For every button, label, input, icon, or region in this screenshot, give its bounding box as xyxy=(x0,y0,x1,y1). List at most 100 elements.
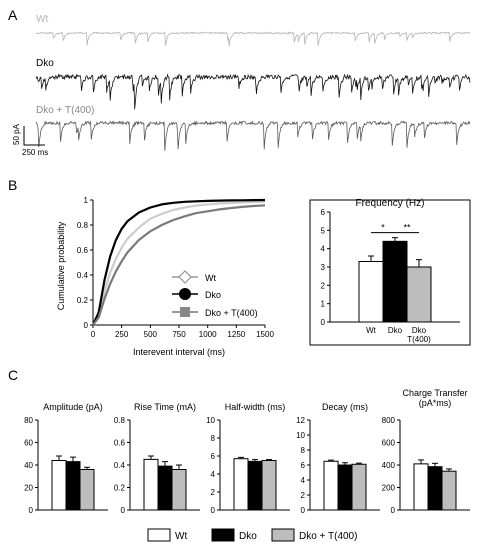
trace-label-t400: Dko + T(400) xyxy=(36,105,94,116)
bar-y-tick-label-5: 6 xyxy=(301,461,306,470)
bar-y-tick-label-4: 4 xyxy=(211,470,216,479)
bar-y-tick-label-6: 400 xyxy=(382,461,396,470)
cum-x-tick-label: 1000 xyxy=(199,330,217,339)
bar-y-tick-label-5: 2 xyxy=(301,491,306,500)
significance-label: * xyxy=(381,223,385,233)
bar-y-tick-label-1: 6 xyxy=(321,208,326,217)
bar-2-0 xyxy=(51,460,67,511)
legend-label: Wt xyxy=(175,531,187,542)
bar-6-0 xyxy=(413,463,429,511)
trace-line-1 xyxy=(35,73,471,110)
bar-5-2 xyxy=(351,463,367,511)
bar-y-tick-label-6: 600 xyxy=(382,439,396,448)
cum-ylabel: Cumulative probability xyxy=(56,221,66,310)
bar-y-tick-label-2: 80 xyxy=(24,416,33,425)
bar-y-tick-label-4: 0 xyxy=(211,506,216,515)
bar-y-tick-label-6: 0 xyxy=(391,506,396,515)
cum-x-tick-label: 500 xyxy=(144,330,158,339)
bottom-legend: Wt Dko Dko + T(400) xyxy=(147,528,357,542)
bar-2-1 xyxy=(65,461,81,511)
bar-y-tick-label-1: 0 xyxy=(321,318,326,327)
cumulative-chart: Cumulative probability Interevent interv… xyxy=(56,196,274,357)
bar-4-2 xyxy=(261,460,277,511)
bar-y-tick-label-1: 5 xyxy=(321,226,326,235)
cum-x-tick-label: 750 xyxy=(172,330,186,339)
scale-bar-amplitude-label: 50 pA xyxy=(12,123,21,145)
panel-b-label: B xyxy=(8,177,17,193)
bar-y-tick-label-1: 1 xyxy=(321,300,326,309)
trace-group xyxy=(35,31,471,151)
cum-legend-marker-circle xyxy=(179,288,191,300)
bar-y-tick-label-2: 40 xyxy=(24,461,33,470)
cum-legend-marker-diamond xyxy=(178,270,192,284)
bar-y-tick-label-3: 0.2 xyxy=(114,484,126,493)
bar-category-label: Dko xyxy=(388,326,403,335)
bar-y-tick-label-1: 4 xyxy=(321,245,326,254)
kinetics-chart-0: Amplitude (pA) 0 20 40 60 80 xyxy=(24,402,108,515)
kinetics-title: Amplitude (pA) xyxy=(43,402,103,412)
bar-4-0 xyxy=(233,458,249,511)
cum-y-tick-label: 0.2 xyxy=(77,296,89,305)
legend-swatch-2 xyxy=(271,528,295,542)
bar-y-tick-label-5: 8 xyxy=(301,446,306,455)
bar-y-tick-label-4: 2 xyxy=(211,488,216,497)
cum-legend: Wt Dko Dko + T(400) xyxy=(172,270,258,318)
kinetics-chart-1: Rise Time (mA) 0 0.2 0.4 0.6 0.8 xyxy=(114,402,200,515)
panel-a-label: A xyxy=(8,7,18,23)
legend-swatch-0 xyxy=(147,528,171,542)
legend-label: Dko + T(400) xyxy=(299,531,357,542)
cum-x-tick-label: 250 xyxy=(115,330,129,339)
bar-y-tick-label-5: 0 xyxy=(301,506,306,515)
cum-y-tick-label: 1 xyxy=(84,196,89,205)
bar-y-tick-label-2: 60 xyxy=(24,439,33,448)
bar-1-0 xyxy=(358,261,384,323)
cum-y-tick-label: 0 xyxy=(84,321,89,330)
cum-series-line-0 xyxy=(92,200,266,326)
bar-5-1 xyxy=(337,464,353,511)
bar-y-tick-label-4: 8 xyxy=(211,434,216,443)
bar-y-tick-label-6: 200 xyxy=(382,484,396,493)
bar-3-2 xyxy=(171,469,187,511)
cum-xlabel: Interevent interval (ms) xyxy=(133,347,225,357)
bar-5-0 xyxy=(323,460,339,511)
bar-y-tick-label-1: 2 xyxy=(321,281,326,290)
bar-y-tick-label-5: 12 xyxy=(296,416,305,425)
cum-y-tick-label: 0.4 xyxy=(77,271,89,280)
bar-y-tick-label-5: 10 xyxy=(296,431,305,440)
bar-3-0 xyxy=(143,458,159,511)
kinetics-chart-2: Half-width (ms) 0 2 4 6 8 10 xyxy=(206,402,290,515)
kinetics-title: Half-width (ms) xyxy=(225,402,286,412)
cum-y-tick-label: 0.8 xyxy=(77,221,89,230)
significance-label: ** xyxy=(403,223,411,233)
bar-category-label: Dko T(400) xyxy=(407,326,431,344)
kinetics-chart-4: Charge Transfer (pA*ms) 0 200 400 600 800 xyxy=(382,388,470,515)
bar-y-tick-label-3: 0.6 xyxy=(114,439,126,448)
cum-legend-label: Wt xyxy=(205,273,216,283)
legend-swatch-1 xyxy=(211,528,235,542)
bar-1-2 xyxy=(406,266,432,323)
cum-x-tick-label: 0 xyxy=(91,330,96,339)
bar-y-tick-label-3: 0.4 xyxy=(114,461,126,470)
bar-y-tick-label-4: 6 xyxy=(211,452,216,461)
bar-y-tick-label-5: 4 xyxy=(301,476,306,485)
trace-line-2 xyxy=(35,120,471,151)
bar-y-tick-label-6: 800 xyxy=(382,416,396,425)
bar-y-tick-label-2: 0 xyxy=(29,506,34,515)
kinetics-title: Decay (ms) xyxy=(322,402,368,412)
bar-y-tick-label-3: 0 xyxy=(121,506,126,515)
bar-category-label: Wt xyxy=(366,326,377,335)
bar-6-2 xyxy=(441,470,457,511)
trace-line-0 xyxy=(35,31,471,47)
scale-bar-time-label: 250 ms xyxy=(22,148,48,157)
bar-y-tick-label-4: 10 xyxy=(206,416,215,425)
bar-3-1 xyxy=(157,465,173,511)
cum-series-line-2 xyxy=(92,204,266,326)
trace-label-dko: Dko xyxy=(36,58,54,69)
kinetics-title: Rise Time (mA) xyxy=(134,402,196,412)
cum-legend-label: Dko + T(400) xyxy=(205,308,258,318)
kinetics-title: Charge Transfer (pA*ms) xyxy=(402,388,467,408)
cum-legend-label: Dko xyxy=(205,290,221,300)
legend-label: Dko xyxy=(239,531,257,542)
